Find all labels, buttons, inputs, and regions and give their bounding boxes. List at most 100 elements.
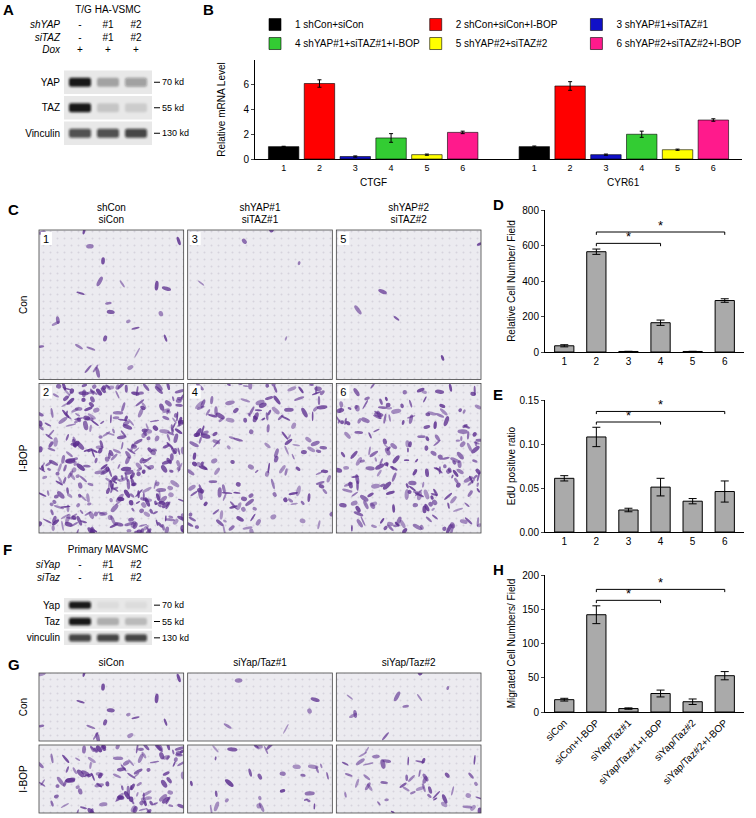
svg-text:130 kd: 130 kd xyxy=(162,128,189,138)
svg-text:siYap/Taz#1: siYap/Taz#1 xyxy=(588,717,634,763)
svg-text:siCon: siCon xyxy=(99,657,125,668)
svg-text:Relative mRNA Level: Relative mRNA Level xyxy=(216,62,227,156)
svg-text:0: 0 xyxy=(243,154,249,165)
svg-text:shYAP#2: shYAP#2 xyxy=(388,202,429,213)
svg-text:siTAZ#1: siTAZ#1 xyxy=(242,214,279,225)
svg-text:-: - xyxy=(78,19,81,30)
svg-text:-: - xyxy=(78,559,81,570)
svg-text:1 shCon+siCon: 1 shCon+siCon xyxy=(295,19,364,30)
svg-text:YAP: YAP xyxy=(41,77,61,88)
svg-text:3: 3 xyxy=(603,163,608,173)
svg-text:800: 800 xyxy=(522,205,539,216)
svg-text:3: 3 xyxy=(626,536,632,547)
svg-text:1: 1 xyxy=(281,163,286,173)
svg-text:siCon: siCon xyxy=(99,214,125,225)
svg-text:3 shYAP#1+siTAZ#1: 3 shYAP#1+siTAZ#1 xyxy=(616,19,708,30)
svg-text:5: 5 xyxy=(424,163,429,173)
svg-text:#2: #2 xyxy=(130,559,142,570)
svg-text:5 shYAP#2+siTAZ#2: 5 shYAP#2+siTAZ#2 xyxy=(456,38,548,49)
svg-text:T/G HA-VSMC: T/G HA-VSMC xyxy=(75,4,141,15)
svg-text:Taz: Taz xyxy=(44,616,60,627)
svg-text:siTaz: siTaz xyxy=(37,572,60,583)
svg-text:4: 4 xyxy=(389,163,394,173)
svg-text:4: 4 xyxy=(192,386,198,398)
svg-text:55 kd: 55 kd xyxy=(162,617,184,627)
svg-text:I-BOP: I-BOP xyxy=(18,765,29,793)
svg-text:TAZ: TAZ xyxy=(42,102,60,113)
svg-text:2: 2 xyxy=(317,163,322,173)
svg-text:*: * xyxy=(658,218,663,233)
svg-text:70 kd: 70 kd xyxy=(162,600,184,610)
svg-text:4: 4 xyxy=(658,356,664,367)
svg-text:*: * xyxy=(658,397,663,412)
svg-text:shCon: shCon xyxy=(97,202,126,213)
svg-text:-: - xyxy=(78,572,81,583)
svg-text:#2: #2 xyxy=(130,32,142,43)
svg-text:6 shYAP#2+siTAZ#2+I-BOP: 6 shYAP#2+siTAZ#2+I-BOP xyxy=(616,38,741,49)
svg-text:1: 1 xyxy=(561,536,567,547)
svg-text:Yap: Yap xyxy=(43,600,60,611)
svg-text:siYap/Taz#2+I-BOP: siYap/Taz#2+I-BOP xyxy=(661,717,730,786)
svg-text:50: 50 xyxy=(528,672,540,683)
svg-text:#1: #1 xyxy=(102,559,114,570)
svg-text:100: 100 xyxy=(522,638,539,649)
svg-text:siCon+I-BOP: siCon+I-BOP xyxy=(552,717,601,766)
svg-text:6: 6 xyxy=(243,79,249,90)
svg-text:130 kd: 130 kd xyxy=(162,633,189,643)
svg-text:siCon: siCon xyxy=(543,717,569,743)
svg-text:*: * xyxy=(658,575,663,590)
svg-text:2 shCon+siCon+I-BOP: 2 shCon+siCon+I-BOP xyxy=(456,19,558,30)
svg-text:5: 5 xyxy=(690,536,696,547)
svg-text:CTGF: CTGF xyxy=(360,177,387,188)
svg-text:2: 2 xyxy=(43,386,49,398)
svg-text:0.15: 0.15 xyxy=(520,395,540,406)
svg-text:6: 6 xyxy=(460,163,465,173)
svg-text:400: 400 xyxy=(522,276,539,287)
svg-text:55 kd: 55 kd xyxy=(162,103,184,113)
svg-text:6: 6 xyxy=(711,163,716,173)
svg-text:siTAZ: siTAZ xyxy=(35,32,61,43)
svg-text:#2: #2 xyxy=(130,19,142,30)
svg-text:6: 6 xyxy=(722,536,728,547)
svg-text:0.10: 0.10 xyxy=(520,439,540,450)
svg-text:4: 4 xyxy=(243,104,249,115)
svg-text:6: 6 xyxy=(722,356,728,367)
svg-text:5: 5 xyxy=(340,233,346,245)
svg-text:I-BOP: I-BOP xyxy=(18,444,29,472)
svg-text:#1: #1 xyxy=(102,32,114,43)
svg-text:siYap/Taz#1: siYap/Taz#1 xyxy=(233,657,287,668)
svg-text:4: 4 xyxy=(658,536,664,547)
svg-text:1: 1 xyxy=(532,163,537,173)
svg-text:3: 3 xyxy=(626,356,632,367)
svg-text:-: - xyxy=(78,32,81,43)
svg-text:siYap/Taz#1+I-BOP: siYap/Taz#1+I-BOP xyxy=(596,717,665,786)
svg-text:*: * xyxy=(626,229,631,244)
svg-text:Con: Con xyxy=(18,698,29,716)
svg-text:CYR61: CYR61 xyxy=(607,177,640,188)
svg-text:2: 2 xyxy=(243,129,249,140)
svg-text:shYAP#1: shYAP#1 xyxy=(240,202,281,213)
svg-text:shYAP: shYAP xyxy=(30,19,60,30)
svg-text:200: 200 xyxy=(522,570,539,581)
svg-text:600: 600 xyxy=(522,240,539,251)
svg-text:+: + xyxy=(133,44,139,55)
svg-text:0.00: 0.00 xyxy=(520,527,540,538)
svg-text:150: 150 xyxy=(522,604,539,615)
svg-text:siYap/Taz#2: siYap/Taz#2 xyxy=(652,717,698,763)
svg-text:Primary MAVSMC: Primary MAVSMC xyxy=(68,544,148,555)
svg-text:0: 0 xyxy=(533,347,539,358)
svg-text:70 kd: 70 kd xyxy=(162,77,184,87)
svg-text:200: 200 xyxy=(522,311,539,322)
svg-text:2: 2 xyxy=(568,163,573,173)
svg-text:0: 0 xyxy=(533,707,539,718)
svg-text:5: 5 xyxy=(690,356,696,367)
svg-text:5: 5 xyxy=(675,163,680,173)
svg-text:6: 6 xyxy=(340,386,346,398)
svg-text:Vinculin: Vinculin xyxy=(25,128,60,139)
svg-text:EdU positive ratio: EdU positive ratio xyxy=(506,426,517,505)
svg-text:+: + xyxy=(77,44,83,55)
svg-text:2: 2 xyxy=(594,356,600,367)
svg-text:#1: #1 xyxy=(102,572,114,583)
svg-text:1: 1 xyxy=(561,356,567,367)
svg-text:siYap/Taz#2: siYap/Taz#2 xyxy=(382,657,436,668)
